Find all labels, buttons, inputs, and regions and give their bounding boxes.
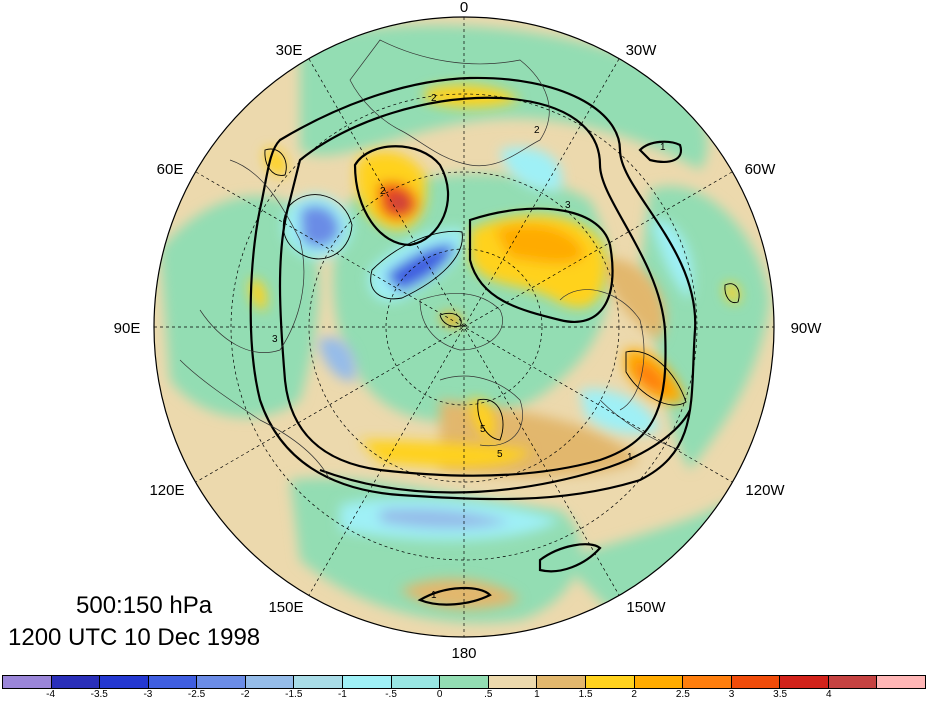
contour-label: 3 bbox=[272, 334, 278, 345]
colorbar-box bbox=[245, 676, 295, 688]
colorbar-box bbox=[343, 676, 392, 688]
colorbar-box bbox=[780, 676, 829, 688]
colorbar-box bbox=[537, 676, 586, 688]
contour-label: 3 bbox=[565, 200, 571, 211]
contour-label: 2 bbox=[431, 93, 437, 104]
colorbar-label: .5 bbox=[484, 689, 493, 700]
colorbar bbox=[2, 675, 926, 689]
colorbar-label: -.5 bbox=[385, 689, 397, 700]
lon-label-120e: 120E bbox=[149, 482, 184, 499]
colorbar-box bbox=[877, 676, 925, 688]
colorbar-label: -1 bbox=[337, 689, 347, 700]
colorbar-label: 3.5 bbox=[773, 689, 788, 700]
colorbar-box bbox=[683, 676, 732, 688]
colorbar-label: 3 bbox=[728, 689, 735, 700]
longitude-labels: 0 30W 60W 90W 120W 150W 180 150E 120E 90… bbox=[114, 0, 823, 662]
colorbar-box bbox=[51, 676, 101, 688]
colorbar-label: -3 bbox=[143, 689, 153, 700]
colorbar-label: 4 bbox=[825, 689, 832, 700]
colorbar-box bbox=[828, 676, 878, 688]
contour-label: 2 bbox=[380, 186, 386, 197]
colorbar-label: 2.5 bbox=[675, 689, 690, 700]
lon-label-0: 0 bbox=[460, 0, 468, 16]
colorbar-label: -4 bbox=[46, 689, 56, 700]
lon-label-180: 180 bbox=[451, 645, 476, 662]
thin-contours bbox=[264, 148, 740, 441]
colorbar-label: -2.5 bbox=[187, 689, 206, 700]
colorbar-box bbox=[731, 676, 781, 688]
colorbar-label: 0 bbox=[436, 689, 443, 700]
lon-label-150e: 150E bbox=[268, 599, 303, 616]
title-levels: 500:150 hPa bbox=[76, 592, 213, 619]
colorbar-label: -1.5 bbox=[285, 689, 303, 700]
contour-label: 2 bbox=[534, 125, 540, 136]
shaded-field bbox=[154, 17, 774, 637]
lon-label-60w: 60W bbox=[745, 161, 777, 178]
contour-label: 1 bbox=[431, 590, 437, 601]
contour-label: 1 bbox=[660, 142, 666, 153]
lon-label-30w: 30W bbox=[626, 42, 658, 59]
colorbar-box bbox=[148, 676, 198, 688]
lon-label-30e: 30E bbox=[276, 42, 303, 59]
colorbar-box bbox=[440, 676, 489, 688]
colorbar-box bbox=[585, 676, 635, 688]
colorbar-label: -3.5 bbox=[90, 689, 108, 700]
contour-label: 5 bbox=[497, 449, 503, 460]
contour-labels: 2 2 3 3 5 5 2 1 1 1 bbox=[272, 93, 666, 601]
colorbar-labels: -4 -3.5 -3 -2.5 -2 -1.5 -1 -.5 0 .5 1 1.5 2 2.5 3 3.5 4 bbox=[2, 689, 926, 702]
colorbar-label: -2 bbox=[240, 689, 250, 700]
lon-label-60e: 60E bbox=[157, 161, 184, 178]
lon-label-150w: 150W bbox=[626, 599, 666, 616]
colorbar-box bbox=[294, 676, 344, 688]
colorbar-box bbox=[391, 676, 441, 688]
colorbar-box bbox=[3, 676, 52, 688]
lon-label-90e: 90E bbox=[114, 320, 141, 337]
map-boundary bbox=[153, 16, 775, 638]
lon-label-90w: 90W bbox=[791, 320, 823, 337]
colorbar-label: 2 bbox=[631, 689, 637, 700]
colorbar-box bbox=[488, 676, 538, 688]
colorbar-box bbox=[197, 676, 246, 688]
colorbar-label: 1.5 bbox=[578, 689, 593, 700]
lon-label-120w: 120W bbox=[745, 482, 785, 499]
title-time: 1200 UTC 10 Dec 1998 bbox=[8, 624, 261, 651]
graticule bbox=[154, 17, 774, 637]
contour-label: 1 bbox=[627, 452, 633, 463]
coastlines bbox=[179, 39, 681, 481]
contour-label: 5 bbox=[480, 424, 486, 435]
colorbar-box bbox=[100, 676, 149, 688]
colorbar-box bbox=[634, 676, 684, 688]
colorbar-label: 1 bbox=[534, 689, 540, 700]
